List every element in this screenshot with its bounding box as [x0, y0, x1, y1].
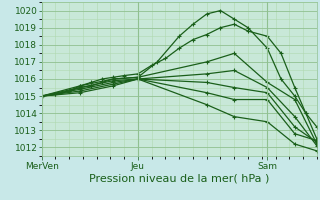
X-axis label: Pression niveau de la mer( hPa ): Pression niveau de la mer( hPa ) — [89, 173, 269, 183]
